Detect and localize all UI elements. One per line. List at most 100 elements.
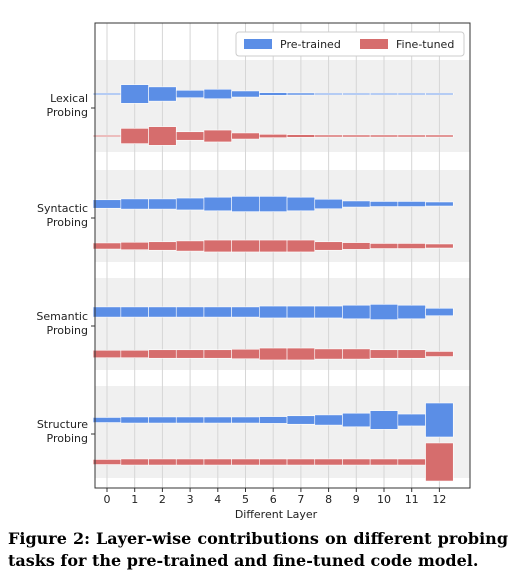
bar-pre-trained-g3-l11 bbox=[397, 413, 426, 427]
group-label-1: Syntactic Probing bbox=[37, 202, 88, 229]
bar-pre-trained-g2-l2 bbox=[148, 306, 177, 318]
bar-pre-trained-g2-l3 bbox=[175, 306, 205, 318]
bar-pre-trained-g3-l7 bbox=[286, 415, 316, 425]
bar-pre-trained-g1-l8 bbox=[314, 198, 343, 210]
bar-pre-trained-g1-l3 bbox=[175, 197, 205, 211]
x-tick-label-3: 3 bbox=[187, 493, 194, 506]
bar-fine-tuned-g2-l5 bbox=[231, 348, 260, 360]
bar-fine-tuned-g0-l7 bbox=[286, 134, 316, 138]
bar-fine-tuned-g3-l0 bbox=[92, 459, 122, 465]
bar-pre-trained-g3-l4 bbox=[203, 416, 232, 424]
bar-pre-trained-g2-l11 bbox=[397, 304, 426, 320]
bar-fine-tuned-g1-l7 bbox=[286, 239, 316, 253]
bar-fine-tuned-g0-l5 bbox=[231, 132, 260, 140]
bar-pre-trained-g2-l10 bbox=[369, 304, 399, 320]
bar-fine-tuned-g3-l9 bbox=[342, 458, 371, 466]
bar-pre-trained-g3-l6 bbox=[259, 416, 288, 424]
bar-fine-tuned-g2-l10 bbox=[369, 349, 399, 359]
x-tick-label-5: 5 bbox=[242, 493, 249, 506]
bar-fine-tuned-g3-l2 bbox=[148, 458, 177, 466]
bar-pre-trained-g2-l7 bbox=[286, 305, 316, 319]
bar-fine-tuned-g2-l0 bbox=[92, 349, 122, 359]
plot-frame bbox=[94, 22, 471, 489]
x-tick-label-0: 0 bbox=[104, 493, 111, 506]
bar-fine-tuned-g2-l2 bbox=[148, 349, 177, 359]
x-tick-label-2: 2 bbox=[159, 493, 166, 506]
bar-fine-tuned-g0-l0 bbox=[92, 134, 122, 138]
bar-pre-trained-g1-l5 bbox=[231, 196, 260, 212]
bar-pre-trained-g2-l8 bbox=[314, 305, 343, 319]
bar-fine-tuned-g2-l11 bbox=[397, 349, 426, 359]
bar-fine-tuned-g0-l3 bbox=[175, 131, 205, 141]
bar-pre-trained-g0-l7 bbox=[286, 92, 316, 96]
legend-label-0: Pre-trained bbox=[280, 38, 341, 51]
bar-pre-trained-g1-l6 bbox=[259, 196, 288, 212]
group-label-0: Lexical Probing bbox=[47, 92, 88, 119]
bar-fine-tuned-g2-l9 bbox=[342, 348, 371, 360]
x-tick-label-8: 8 bbox=[325, 493, 332, 506]
bar-fine-tuned-g1-l8 bbox=[314, 241, 343, 251]
bar-fine-tuned-g3-l12 bbox=[425, 442, 454, 482]
x-tick-label-6: 6 bbox=[270, 493, 277, 506]
bar-pre-trained-g3-l10 bbox=[369, 410, 399, 430]
bar-pre-trained-g1-l4 bbox=[203, 196, 232, 212]
bar-pre-trained-g0-l0 bbox=[92, 92, 122, 96]
y-group-labels: Lexical Probing Syntactic Probing Semantic Pr… bbox=[36, 92, 95, 445]
bar-fine-tuned-g1-l9 bbox=[342, 242, 371, 250]
bar-pre-trained-g0-l6 bbox=[259, 92, 288, 96]
bar-pre-trained-g2-l6 bbox=[259, 305, 288, 319]
bar-fine-tuned-g3-l3 bbox=[175, 458, 205, 466]
bar-pre-trained-g3-l0 bbox=[92, 417, 122, 423]
bar-pre-trained-g3-l8 bbox=[314, 414, 343, 426]
bar-marks bbox=[92, 84, 454, 482]
bar-fine-tuned-g0-l11 bbox=[397, 134, 426, 138]
bar-fine-tuned-g3-l6 bbox=[259, 458, 288, 466]
bar-fine-tuned-g0-l1 bbox=[120, 128, 149, 144]
bar-fine-tuned-g3-l4 bbox=[203, 458, 232, 466]
bar-fine-tuned-g1-l10 bbox=[369, 243, 399, 249]
bar-pre-trained-g1-l2 bbox=[148, 198, 177, 210]
bar-pre-trained-g0-l3 bbox=[175, 89, 205, 99]
x-tick-label-1: 1 bbox=[131, 493, 138, 506]
bar-pre-trained-g2-l9 bbox=[342, 304, 371, 320]
x-tick-label-9: 9 bbox=[353, 493, 360, 506]
bar-pre-trained-g3-l5 bbox=[231, 416, 260, 424]
bar-pre-trained-g1-l9 bbox=[342, 200, 371, 208]
bar-pre-trained-g0-l12 bbox=[425, 92, 454, 96]
bar-fine-tuned-g3-l7 bbox=[286, 458, 316, 466]
bar-pre-trained-g2-l0 bbox=[92, 306, 122, 318]
x-tick-label-4: 4 bbox=[214, 493, 221, 506]
bar-pre-trained-g0-l10 bbox=[369, 92, 399, 96]
x-tick-labels: 0 1 2 3 4 5 6 7 8 9 10 11 12 bbox=[104, 488, 446, 506]
bar-fine-tuned-g2-l8 bbox=[314, 348, 343, 360]
bar-fine-tuned-g2-l3 bbox=[175, 349, 205, 359]
bar-pre-trained-g3-l9 bbox=[342, 412, 371, 428]
x-tick-label-7: 7 bbox=[297, 493, 304, 506]
bar-fine-tuned-g2-l6 bbox=[259, 347, 288, 361]
bar-pre-trained-g1-l12 bbox=[425, 201, 454, 207]
bar-pre-trained-g1-l11 bbox=[397, 201, 426, 207]
bar-fine-tuned-g3-l11 bbox=[397, 458, 426, 466]
bar-fine-tuned-g2-l12 bbox=[425, 351, 454, 357]
bar-pre-trained-g0-l11 bbox=[397, 92, 426, 96]
bar-fine-tuned-g0-l12 bbox=[425, 134, 454, 138]
bar-pre-trained-g1-l10 bbox=[369, 201, 399, 207]
bar-pre-trained-g2-l4 bbox=[203, 306, 232, 318]
bar-fine-tuned-g1-l4 bbox=[203, 239, 232, 253]
bar-pre-trained-g0-l8 bbox=[314, 92, 343, 96]
bar-fine-tuned-g3-l1 bbox=[120, 458, 149, 466]
bar-pre-trained-g3-l3 bbox=[175, 416, 205, 424]
legend-swatch-1 bbox=[360, 39, 388, 49]
legend-swatch-0 bbox=[244, 39, 272, 49]
bar-fine-tuned-g0-l2 bbox=[148, 126, 177, 146]
bar-pre-trained-g3-l12 bbox=[425, 402, 454, 438]
bar-fine-tuned-g0-l6 bbox=[259, 134, 288, 139]
bar-fine-tuned-g1-l5 bbox=[231, 239, 260, 253]
legend-box bbox=[235, 31, 465, 57]
bar-pre-trained-g0-l5 bbox=[231, 90, 260, 98]
bar-fine-tuned-g0-l9 bbox=[342, 134, 371, 138]
x-tick-label-11: 11 bbox=[405, 493, 419, 506]
bar-fine-tuned-g3-l10 bbox=[369, 458, 399, 466]
layer-contribution-chart: Lexical Probing Syntactic Probing Semantic Pr… bbox=[36, 22, 471, 521]
bar-pre-trained-g0-l2 bbox=[148, 86, 177, 102]
